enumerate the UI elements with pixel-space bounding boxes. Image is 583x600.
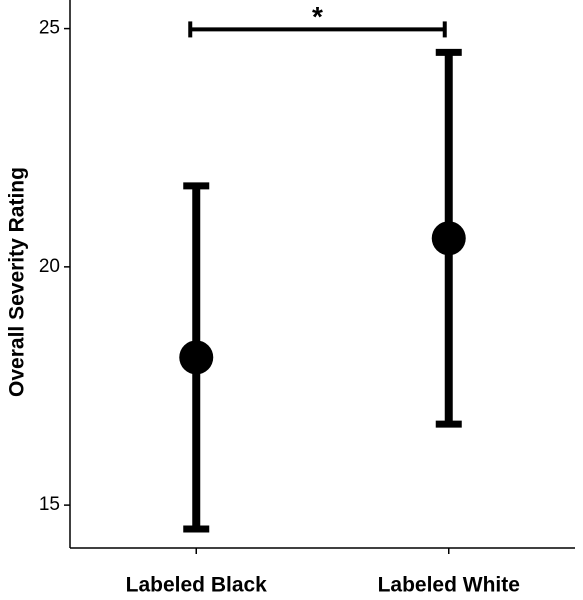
annotation: * <box>312 1 323 32</box>
point <box>431 221 466 256</box>
y-tick-label: 25 <box>39 18 60 39</box>
x-tick-label: Labeled White <box>378 574 520 597</box>
point <box>179 340 214 375</box>
x-tick-label: Labeled Black <box>126 574 268 597</box>
y-axis-label: Overall Severity Rating <box>6 167 29 397</box>
y-tick-label: 15 <box>39 494 60 515</box>
y-tick-label: 20 <box>39 256 60 277</box>
